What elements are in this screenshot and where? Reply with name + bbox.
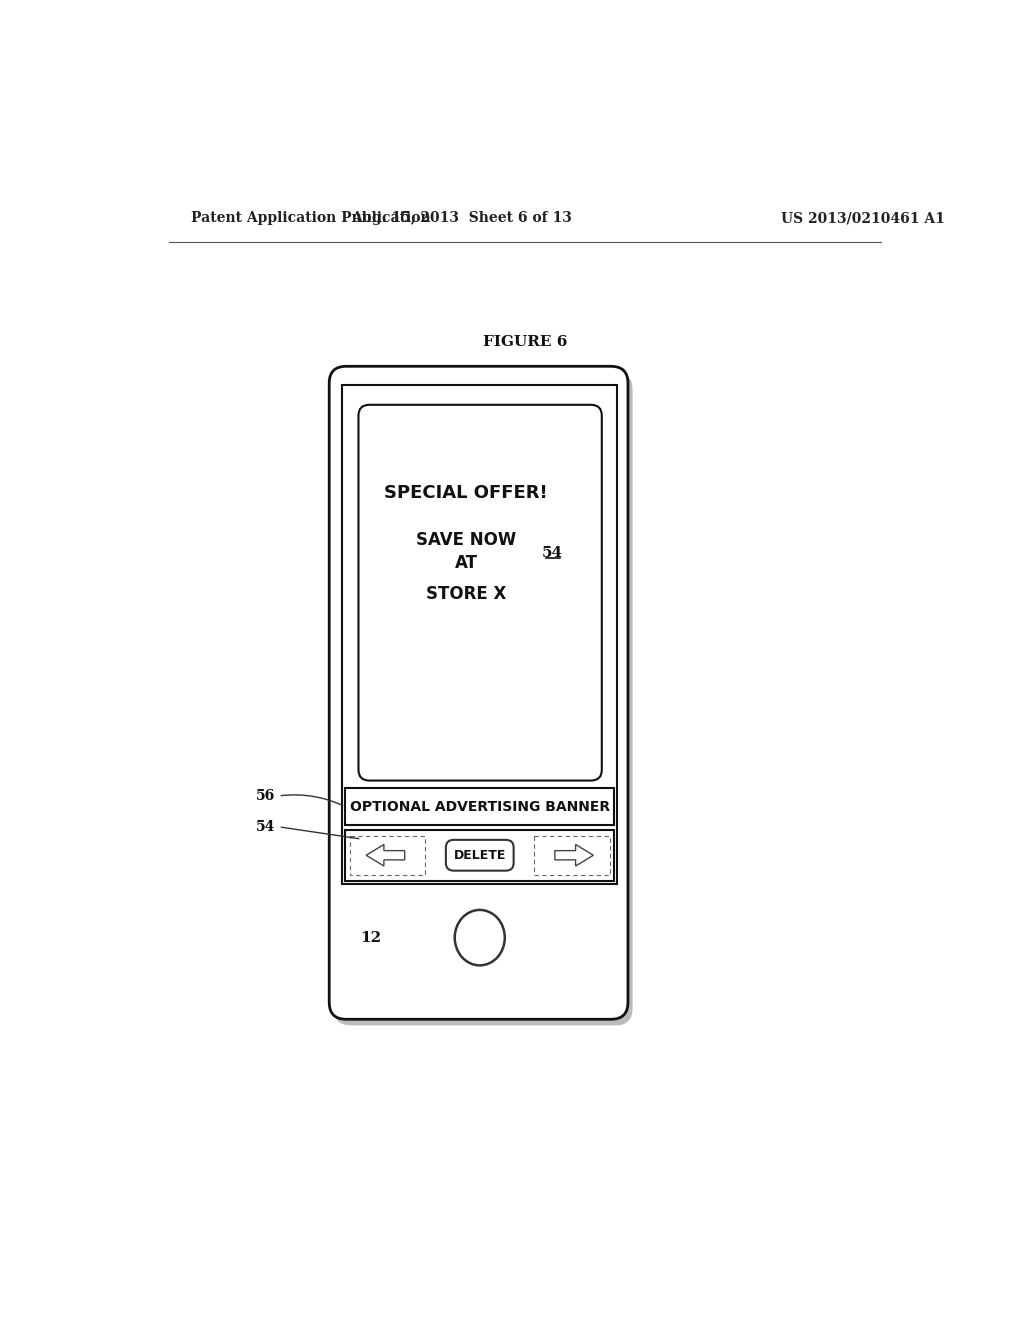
Text: 54: 54 [542, 545, 563, 560]
Text: 56: 56 [256, 789, 275, 803]
FancyBboxPatch shape [330, 367, 628, 1019]
Bar [350, 836, 425, 874]
Text: US 2013/0210461 A1: US 2013/0210461 A1 [781, 211, 945, 226]
Polygon shape [555, 845, 593, 866]
Bar [345, 788, 614, 825]
Text: DELETE: DELETE [454, 849, 506, 862]
Ellipse shape [455, 909, 505, 965]
Polygon shape [367, 845, 404, 866]
Bar [535, 836, 609, 874]
Text: 12: 12 [360, 931, 381, 945]
Text: AT: AT [455, 554, 478, 573]
Text: FIGURE 6: FIGURE 6 [482, 335, 567, 348]
Text: SPECIAL OFFER!: SPECIAL OFFER! [384, 484, 548, 503]
FancyBboxPatch shape [445, 840, 514, 871]
Text: SAVE NOW: SAVE NOW [416, 532, 516, 549]
Bar [345, 830, 614, 880]
Text: 54: 54 [256, 820, 275, 834]
Text: Patent Application Publication: Patent Application Publication [190, 211, 430, 226]
FancyBboxPatch shape [334, 372, 633, 1026]
Text: STORE X: STORE X [426, 585, 507, 603]
Text: Aug. 15, 2013  Sheet 6 of 13: Aug. 15, 2013 Sheet 6 of 13 [351, 211, 572, 226]
Text: OPTIONAL ADVERTISING BANNER: OPTIONAL ADVERTISING BANNER [349, 800, 610, 813]
FancyBboxPatch shape [358, 405, 602, 780]
Bar [342, 385, 617, 884]
